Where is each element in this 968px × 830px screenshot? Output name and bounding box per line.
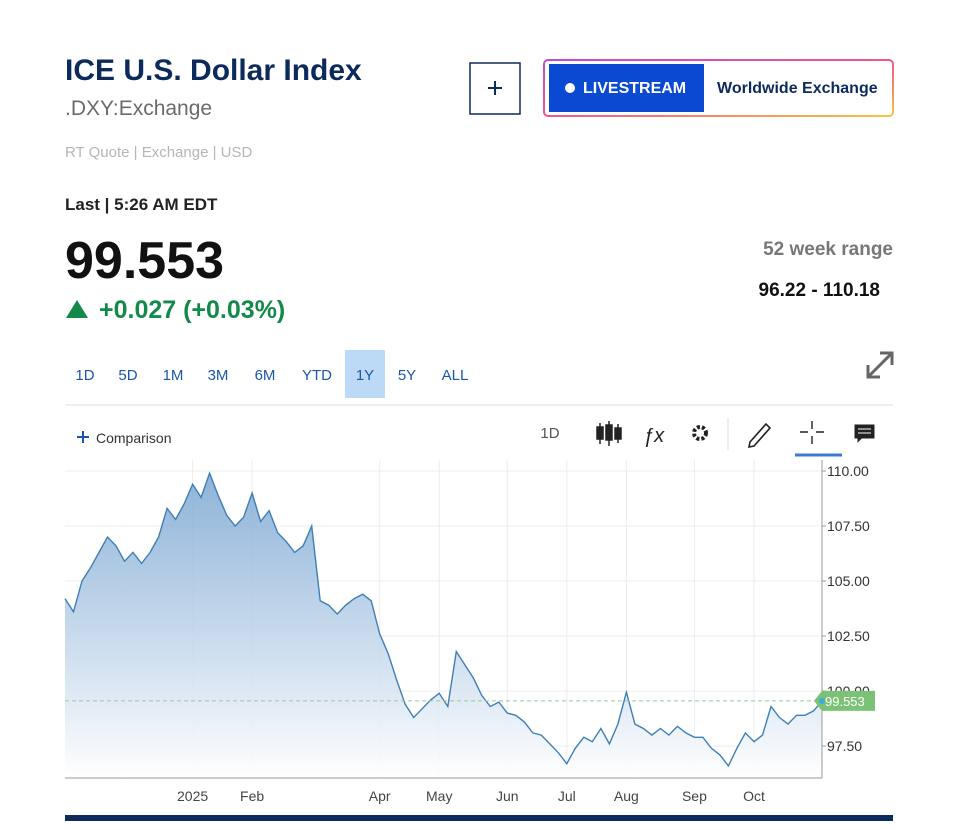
livestream-box[interactable]: LIVESTREAM Worldwide Exchange	[543, 59, 894, 117]
range-label: 52 week range	[763, 239, 893, 260]
x-tick-label: Apr	[369, 788, 391, 804]
footer-bar	[65, 815, 893, 821]
area	[65, 473, 822, 778]
last-point	[819, 697, 825, 704]
range-tab[interactable]: ALL	[442, 367, 469, 384]
x-tick-label: Aug	[614, 788, 639, 804]
add-button[interactable]	[469, 62, 521, 115]
line	[64, 471, 823, 768]
comparison[interactable]: Comparison	[96, 430, 171, 446]
y-tick-label: 105.00	[827, 573, 870, 589]
comparison-plus	[77, 431, 89, 443]
expand-icon[interactable]	[866, 351, 894, 379]
channel-label: Worldwide Exchange	[717, 80, 878, 97]
x-tick-label: Jul	[558, 788, 576, 804]
range-tab[interactable]: 1M	[163, 367, 184, 384]
comment-icon[interactable]	[853, 423, 876, 446]
symbol: .DXY:Exchange	[65, 97, 212, 120]
range-tabs: 1D 5D 1M 3M 6M YTD 1Y 5Y ALL	[75, 350, 468, 398]
range-tab[interactable]: YTD	[302, 367, 332, 384]
y-tick-label: 110.00	[827, 463, 869, 479]
x-tick-label: May	[426, 788, 452, 804]
price-change: +0.027 (+0.03%)	[99, 296, 285, 324]
last-price-tag	[814, 690, 875, 711]
title: ICE U.S. Dollar Index	[65, 54, 362, 87]
up-arrow	[66, 300, 88, 318]
y-tick-label: 107.50	[827, 518, 870, 534]
x-tick-label: Oct	[743, 788, 765, 804]
range-tab[interactable]: 6M	[255, 367, 276, 384]
x-tick-label: Jun	[496, 788, 519, 804]
x-tick-label: Feb	[240, 788, 264, 804]
chart: 110.00107.50105.00102.50100.0097.502025F…	[64, 460, 875, 804]
y-tick-label: 97.50	[827, 738, 862, 754]
range-tab[interactable]: 1D	[75, 367, 94, 384]
last-price-label: 99.553	[825, 694, 865, 709]
quote-info: RT Quote | Exchange | USD	[65, 144, 252, 161]
draw-icon[interactable]	[747, 422, 772, 449]
range-tab[interactable]: 3M	[208, 367, 229, 384]
last-time: Last | 5:26 AM EDT	[65, 195, 218, 214]
settings-icon[interactable]	[692, 425, 708, 441]
livestream-label: LIVESTREAM	[583, 80, 686, 97]
range-value: 96.22 - 110.18	[759, 280, 881, 301]
last-price: 99.553	[65, 232, 224, 290]
range-tab[interactable]: 5Y	[398, 367, 416, 384]
range-tab[interactable]: 1Y	[356, 367, 374, 384]
x-tick-label: 2025	[177, 788, 208, 804]
crosshair-icon[interactable]	[800, 421, 824, 444]
x-tick-label: Sep	[682, 788, 707, 804]
active-tab-bg	[345, 350, 385, 398]
candle-icon[interactable]	[596, 421, 622, 446]
y-tick-label: 102.50	[827, 628, 870, 644]
interval[interactable]: 1D	[540, 425, 559, 442]
fx-icon[interactable]: ƒx	[643, 425, 665, 447]
range-tab[interactable]: 5D	[118, 367, 137, 384]
